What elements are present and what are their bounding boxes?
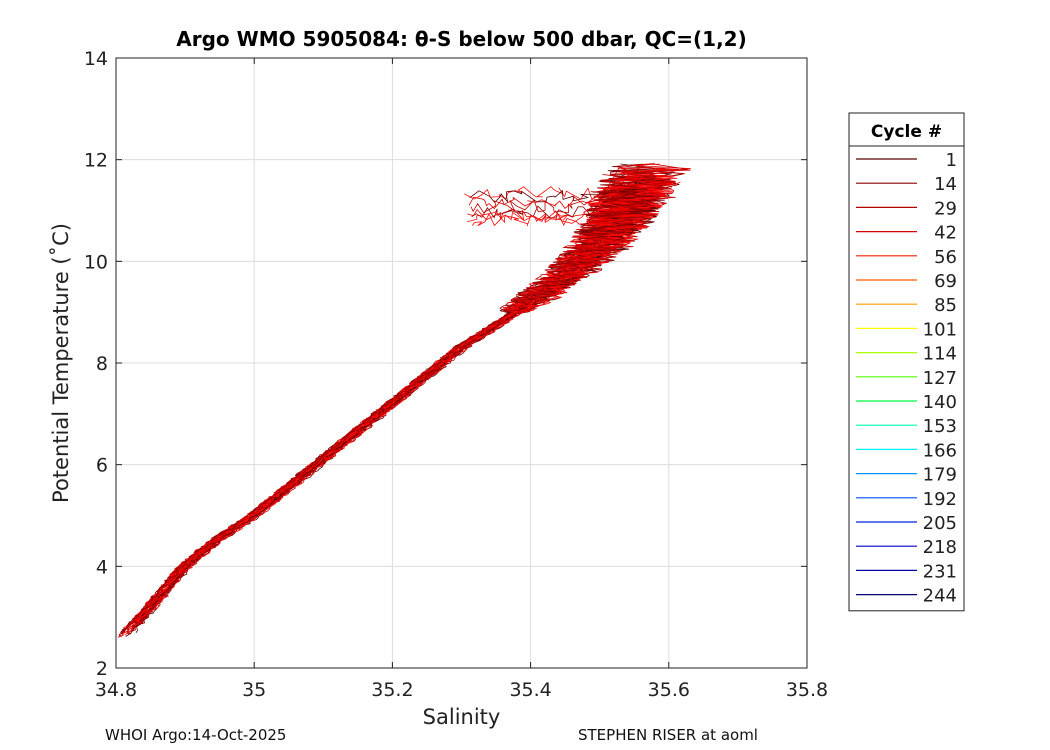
legend-entry-label: 244 <box>923 586 957 607</box>
legend-entry-label: 153 <box>923 416 957 437</box>
x-tick-label: 35 <box>242 679 266 701</box>
x-axis-label: Salinity <box>423 705 501 729</box>
y-tick-label: 10 <box>84 251 108 273</box>
x-tick-label: 35.8 <box>786 679 828 701</box>
y-tick-label: 12 <box>84 150 108 172</box>
legend-entry-label: 29 <box>934 198 957 219</box>
legend-entry-label: 179 <box>923 465 957 486</box>
legend-entry-label: 166 <box>923 440 957 461</box>
legend-entry-label: 56 <box>934 247 957 268</box>
chart-title: Argo WMO 5905084: θ-S below 500 dbar, QC… <box>176 27 746 51</box>
y-tick-label: 4 <box>96 556 108 578</box>
legend-entry-label: 69 <box>934 271 957 292</box>
legend-entry-label: 101 <box>923 319 957 340</box>
y-tick-label: 2 <box>96 658 108 680</box>
legend-box <box>848 112 965 612</box>
x-tick-label: 35.2 <box>371 679 413 701</box>
legend-entry-label: 1 <box>946 150 957 171</box>
y-axis-label: Potential Temperature (˚C) <box>49 223 73 503</box>
profile-line-39 <box>118 178 656 637</box>
profile-line-36 <box>127 172 678 632</box>
legend-entry-label: 42 <box>934 223 957 244</box>
legend-entry-label: 127 <box>923 368 957 389</box>
y-tick-label: 14 <box>84 48 108 70</box>
legend-entry-label: 85 <box>934 295 957 316</box>
legend-title: Cycle # <box>871 122 942 142</box>
profiles-group <box>117 163 691 638</box>
legend-entry-label: 14 <box>934 174 957 195</box>
x-tick-label: 35.4 <box>509 679 551 701</box>
footer-date: WHOI Argo:14-Oct-2025 <box>105 726 287 744</box>
y-tick-label: 6 <box>96 455 108 477</box>
x-tick-label: 34.8 <box>95 679 137 701</box>
legend-entry-label: 231 <box>923 561 957 582</box>
profile-line-38 <box>141 170 676 621</box>
footer-attribution: STEPHEN RISER at aoml <box>578 726 758 744</box>
legend-entry-label: 192 <box>923 489 957 510</box>
y-tick-label: 8 <box>96 353 108 375</box>
legend-entry-label: 114 <box>923 344 957 365</box>
plot-frame <box>115 57 808 669</box>
x-tick-label: 35.6 <box>648 679 690 701</box>
legend-entry-label: 218 <box>923 537 957 558</box>
legend-entry-label: 205 <box>923 513 957 534</box>
legend-entry-label: 140 <box>923 392 957 413</box>
